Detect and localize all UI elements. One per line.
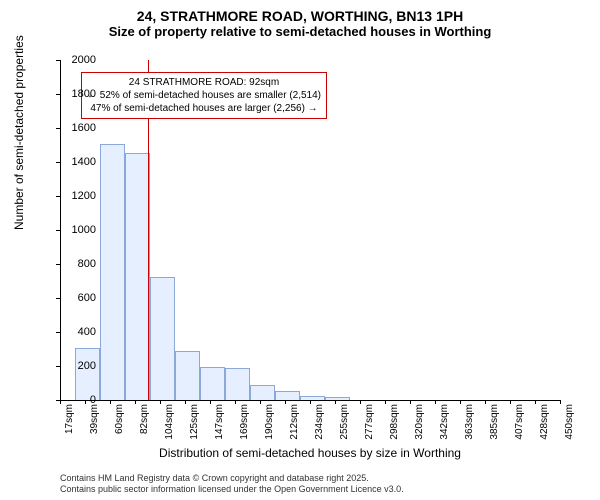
x-tick-label: 277sqm xyxy=(364,404,375,444)
x-tick-mark xyxy=(510,400,511,404)
histogram-bar xyxy=(100,144,125,400)
x-tick-label: 320sqm xyxy=(414,404,425,444)
y-tick-label: 1200 xyxy=(60,190,96,202)
x-tick-mark xyxy=(60,400,61,404)
x-tick-mark xyxy=(435,400,436,404)
x-tick-label: 450sqm xyxy=(564,404,575,444)
histogram-bar xyxy=(175,351,200,400)
annotation-line: 24 STRATHMORE ROAD: 92sqm xyxy=(87,76,321,89)
x-tick-mark xyxy=(110,400,111,404)
histogram-bar xyxy=(75,348,100,400)
histogram-bar xyxy=(250,385,275,400)
y-tick-label: 400 xyxy=(60,326,96,338)
x-tick-label: 298sqm xyxy=(389,404,400,444)
x-tick-mark xyxy=(460,400,461,404)
annotation-line: ← 52% of semi-detached houses are smalle… xyxy=(87,89,321,102)
x-tick-mark xyxy=(260,400,261,404)
x-tick-label: 60sqm xyxy=(114,404,125,444)
y-tick-mark xyxy=(56,128,60,129)
x-tick-label: 255sqm xyxy=(339,404,350,444)
y-tick-mark xyxy=(56,94,60,95)
x-tick-mark xyxy=(410,400,411,404)
plot-area: 24 STRATHMORE ROAD: 92sqm← 52% of semi-d… xyxy=(60,60,561,401)
x-tick-label: 82sqm xyxy=(139,404,150,444)
histogram-bar xyxy=(200,367,225,400)
y-tick-mark xyxy=(56,60,60,61)
x-tick-label: 385sqm xyxy=(489,404,500,444)
y-tick-label: 1600 xyxy=(60,122,96,134)
y-tick-mark xyxy=(56,230,60,231)
y-tick-mark xyxy=(56,366,60,367)
histogram-bar xyxy=(150,277,175,400)
y-tick-mark xyxy=(56,298,60,299)
y-tick-label: 1400 xyxy=(60,156,96,168)
chart-title: 24, STRATHMORE ROAD, WORTHING, BN13 1PH xyxy=(0,0,600,24)
x-tick-label: 39sqm xyxy=(89,404,100,444)
x-tick-mark xyxy=(310,400,311,404)
x-tick-label: 428sqm xyxy=(539,404,550,444)
x-tick-mark xyxy=(185,400,186,404)
x-tick-label: 125sqm xyxy=(189,404,200,444)
x-tick-label: 169sqm xyxy=(239,404,250,444)
y-tick-mark xyxy=(56,196,60,197)
chart-subtitle: Size of property relative to semi-detach… xyxy=(0,24,600,39)
footer-line-1: Contains HM Land Registry data © Crown c… xyxy=(60,473,404,485)
x-axis-label: Distribution of semi-detached houses by … xyxy=(60,446,560,460)
footer-attribution: Contains HM Land Registry data © Crown c… xyxy=(60,473,404,496)
x-tick-label: 190sqm xyxy=(264,404,275,444)
y-tick-mark xyxy=(56,332,60,333)
x-tick-mark xyxy=(135,400,136,404)
annotation-line: 47% of semi-detached houses are larger (… xyxy=(87,102,321,115)
x-tick-mark xyxy=(210,400,211,404)
chart-container: { "title": "24, STRATHMORE ROAD, WORTHIN… xyxy=(0,0,600,500)
x-tick-mark xyxy=(160,400,161,404)
x-tick-mark xyxy=(535,400,536,404)
histogram-bar xyxy=(300,396,325,400)
x-tick-label: 147sqm xyxy=(214,404,225,444)
x-tick-label: 342sqm xyxy=(439,404,450,444)
x-tick-mark xyxy=(485,400,486,404)
x-tick-label: 363sqm xyxy=(464,404,475,444)
x-tick-mark xyxy=(385,400,386,404)
y-tick-label: 200 xyxy=(60,360,96,372)
y-tick-mark xyxy=(56,162,60,163)
histogram-bar xyxy=(325,397,350,400)
histogram-bar xyxy=(225,368,250,400)
x-tick-mark xyxy=(235,400,236,404)
annotation-box: 24 STRATHMORE ROAD: 92sqm← 52% of semi-d… xyxy=(81,72,327,119)
x-tick-mark xyxy=(560,400,561,404)
histogram-bar xyxy=(275,391,300,401)
y-tick-label: 800 xyxy=(60,258,96,270)
x-tick-mark xyxy=(85,400,86,404)
y-tick-label: 2000 xyxy=(60,54,96,66)
x-tick-label: 234sqm xyxy=(314,404,325,444)
y-tick-label: 1000 xyxy=(60,224,96,236)
x-tick-mark xyxy=(360,400,361,404)
x-tick-label: 104sqm xyxy=(164,404,175,444)
x-tick-mark xyxy=(335,400,336,404)
footer-line-2: Contains public sector information licen… xyxy=(60,484,404,496)
histogram-bar xyxy=(125,153,150,401)
y-tick-mark xyxy=(56,264,60,265)
x-tick-label: 407sqm xyxy=(514,404,525,444)
x-tick-label: 212sqm xyxy=(289,404,300,444)
x-tick-label: 17sqm xyxy=(64,404,75,444)
y-axis-label: Number of semi-detached properties xyxy=(12,35,26,230)
y-tick-label: 600 xyxy=(60,292,96,304)
x-tick-mark xyxy=(285,400,286,404)
y-tick-label: 1800 xyxy=(60,88,96,100)
